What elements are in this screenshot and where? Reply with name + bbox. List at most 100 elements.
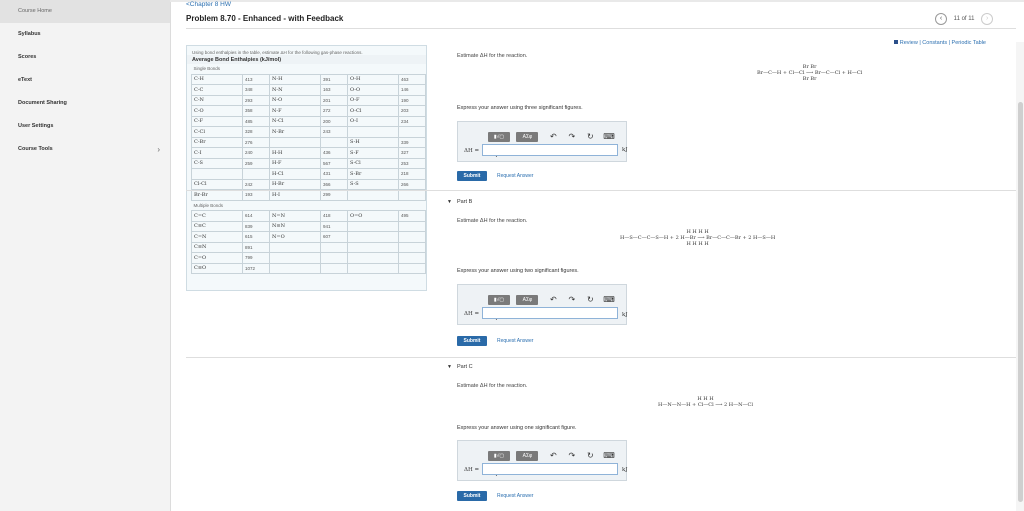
enthalpy-cell: 485 <box>242 115 270 127</box>
sidebar-item-document-sharing[interactable]: Document Sharing <box>18 100 67 106</box>
part-c-request-answer-link[interactable]: Request Answer <box>497 493 534 499</box>
bond-cell: N=O <box>269 231 321 243</box>
enthalpy-cell: 358 <box>242 105 270 117</box>
page-scrollbar[interactable] <box>1016 42 1024 511</box>
enthalpy-cell: 240 <box>242 147 270 159</box>
reaction-top-row: Br Br <box>802 64 817 70</box>
bond-cell: C-S <box>191 157 243 169</box>
part-a-request-answer-link[interactable]: Request Answer <box>497 173 534 179</box>
templates-button[interactable]: ▮√▢ <box>488 294 510 305</box>
enthalpy-cell: 607 <box>320 231 348 243</box>
bond-cell: N-O <box>269 94 321 106</box>
enthalpy-cell: 567 <box>320 157 348 169</box>
bond-cell: O-F <box>347 94 399 106</box>
bond-cell: Br-Br <box>191 189 243 201</box>
templates-button[interactable]: ▮√▢ <box>488 131 510 142</box>
enthalpy-cell: 941 <box>320 220 348 232</box>
sidebar-item-syllabus[interactable]: Syllabus <box>18 31 41 37</box>
sidebar-item-etext[interactable]: eText <box>18 77 32 83</box>
enthalpy-cell <box>398 241 426 253</box>
next-problem-button[interactable]: › <box>981 13 994 25</box>
enthalpy-cell: 253 <box>398 157 426 169</box>
part-divider <box>186 357 1016 358</box>
chapter-back-link[interactable]: <Chapter 8 HW <box>186 1 231 8</box>
part-b-request-answer-link[interactable]: Request Answer <box>497 338 534 344</box>
undo-icon[interactable]: ↶ <box>550 450 557 460</box>
bond-cell: N-Cl <box>269 115 321 127</box>
bond-cell: C-O <box>191 105 243 117</box>
table-row: C≡O 1072 <box>191 262 426 274</box>
reaction-top-row: H H H <box>697 396 714 402</box>
reset-icon[interactable]: ↻ <box>586 131 594 141</box>
sidebar-item-course-home[interactable]: Course Home <box>0 0 170 23</box>
enthalpy-cell: 259 <box>242 157 270 169</box>
bond-cell: O=O <box>347 210 399 222</box>
symbols-button[interactable]: AΣφ <box>516 450 539 461</box>
scrollbar-thumb[interactable] <box>1018 102 1023 502</box>
bond-cell: C≡O <box>191 262 243 274</box>
bond-cell <box>347 252 399 264</box>
table-section-row: Single Bonds <box>191 64 426 74</box>
collapse-triangle-icon: ▼ <box>447 364 452 370</box>
collapse-triangle-icon: ▼ <box>447 199 452 205</box>
enthalpy-cell: 431 <box>320 168 348 180</box>
sidebar-item-scores[interactable]: Scores <box>18 54 37 60</box>
bond-cell: O-Cl <box>347 105 399 117</box>
enthalpy-cell <box>320 241 348 253</box>
part-b-header[interactable]: ▼ Part B <box>447 199 472 205</box>
enthalpy-cell <box>398 231 426 243</box>
review-links[interactable]: Review | Constants | Periodic Table <box>893 40 986 46</box>
enthalpy-cell: 418 <box>320 210 348 222</box>
math-toolbar: ▮√▢ AΣφ ↶ ↷ ↻ ⌨ ? <box>488 291 626 322</box>
sidebar-item-user-settings[interactable]: User Settings <box>18 123 54 129</box>
bond-cell: Cl-Cl <box>191 178 243 190</box>
part-c-unit: kJ <box>622 467 628 473</box>
bond-cell: S-Br <box>347 168 399 180</box>
enthalpy-cell: 200 <box>320 115 348 127</box>
enthalpy-cell <box>398 220 426 232</box>
bond-cell: C=C <box>191 210 243 222</box>
part-a-unit: kJ <box>622 147 628 153</box>
enthalpy-cell: 234 <box>398 115 426 127</box>
part-c-answer-input[interactable] <box>482 463 618 475</box>
enthalpy-cell: 391 <box>320 73 348 85</box>
part-b-answer-input[interactable] <box>482 307 618 319</box>
templates-button[interactable]: ▮√▢ <box>488 450 510 461</box>
enthalpy-cell: 146 <box>398 84 426 96</box>
part-a-submit-button[interactable]: Submit <box>457 171 487 181</box>
part-a-answer-input[interactable] <box>482 144 618 156</box>
part-b-submit-button[interactable]: Submit <box>457 336 487 346</box>
reaction-bottom-row: H H H H <box>686 241 709 247</box>
bond-cell: C≡N <box>191 241 243 253</box>
enthalpy-cell: 293 <box>242 94 270 106</box>
enthalpy-cell: 193 <box>242 189 270 201</box>
part-c-header[interactable]: ▼ Part C <box>447 364 473 370</box>
table-row: C=C 614 N=N 418 O=O 495 <box>191 210 426 222</box>
bond-cell <box>347 241 399 253</box>
keyboard-icon[interactable]: ⌨ <box>603 131 615 141</box>
bond-cell: H-Br <box>269 178 321 190</box>
previous-problem-button[interactable]: ‹ <box>935 13 947 25</box>
part-c-title: Part C <box>456 364 473 370</box>
sidebar-item-course-tools[interactable]: Course Tools › <box>0 138 170 161</box>
reset-icon[interactable]: ↻ <box>586 294 594 304</box>
redo-icon[interactable]: ↷ <box>568 131 576 141</box>
symbols-button[interactable]: AΣφ <box>516 131 539 142</box>
reset-icon[interactable]: ↻ <box>586 450 594 460</box>
undo-icon[interactable]: ↶ <box>550 294 557 304</box>
redo-icon[interactable]: ↷ <box>568 450 576 460</box>
undo-icon[interactable]: ↶ <box>550 131 557 141</box>
keyboard-icon[interactable]: ⌨ <box>603 450 615 460</box>
enthalpy-cell: 242 <box>242 178 270 190</box>
symbols-button[interactable]: AΣφ <box>516 294 539 305</box>
keyboard-icon[interactable]: ⌨ <box>603 294 615 304</box>
review-links-text[interactable]: Review | Constants | Periodic Table <box>899 40 986 46</box>
redo-icon[interactable]: ↷ <box>568 294 576 304</box>
enthalpy-cell: 276 <box>242 136 270 148</box>
part-b-unit: kJ <box>622 312 628 318</box>
part-c-submit-button[interactable]: Submit <box>457 491 487 501</box>
table-row: C-F 485 N-Cl 200 O-I 234 <box>191 115 426 127</box>
bond-cell: C-F <box>191 115 243 127</box>
enthalpy-cell: 243 <box>320 126 348 138</box>
enthalpy-cell: 203 <box>398 105 426 117</box>
